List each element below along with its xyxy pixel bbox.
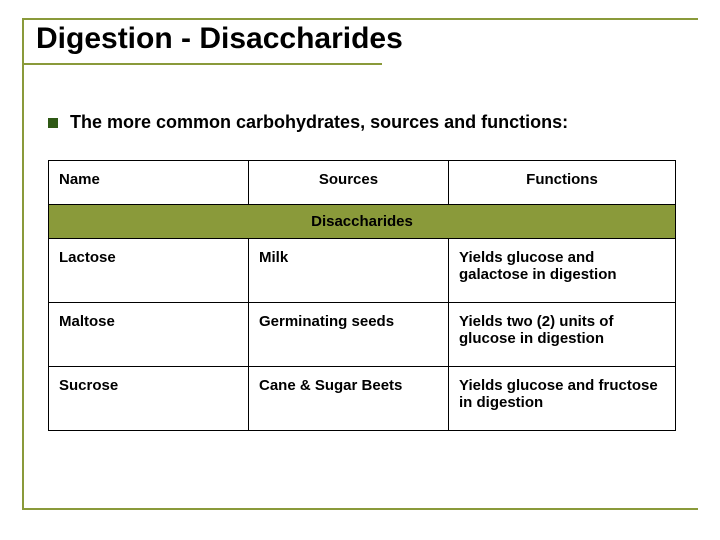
- col-header-name: Name: [49, 161, 249, 205]
- square-bullet-icon: [48, 118, 58, 128]
- cell-functions: Yields two (2) units of glucose in diges…: [449, 303, 676, 367]
- cell-name: Sucrose: [49, 367, 249, 431]
- disaccharides-table: Name Sources Functions Disaccharides Lac…: [48, 160, 676, 431]
- cell-functions: Yields glucose and fructose in digestion: [449, 367, 676, 431]
- bullet-row: The more common carbohydrates, sources a…: [48, 112, 568, 133]
- col-header-functions: Functions: [449, 161, 676, 205]
- cell-sources: Cane & Sugar Beets: [249, 367, 449, 431]
- table-row: Lactose Milk Yields glucose and galactos…: [49, 239, 676, 303]
- col-header-sources: Sources: [249, 161, 449, 205]
- frame-bottom-rule: [22, 508, 698, 510]
- frame-left-rule: [22, 18, 24, 510]
- cell-name: Lactose: [49, 239, 249, 303]
- table-row: Sucrose Cane & Sugar Beets Yields glucos…: [49, 367, 676, 431]
- cell-sources: Germinating seeds: [249, 303, 449, 367]
- table-header-row: Name Sources Functions: [49, 161, 676, 205]
- cell-name: Maltose: [49, 303, 249, 367]
- section-header: Disaccharides: [49, 205, 676, 239]
- bullet-text: The more common carbohydrates, sources a…: [70, 112, 568, 133]
- frame-top-rule: [22, 18, 698, 20]
- title-underline: [22, 63, 382, 65]
- cell-sources: Milk: [249, 239, 449, 303]
- table-row: Maltose Germinating seeds Yields two (2)…: [49, 303, 676, 367]
- cell-functions: Yields glucose and galactose in digestio…: [449, 239, 676, 303]
- page-title: Digestion - Disaccharides: [30, 22, 409, 60]
- table-section-row: Disaccharides: [49, 205, 676, 239]
